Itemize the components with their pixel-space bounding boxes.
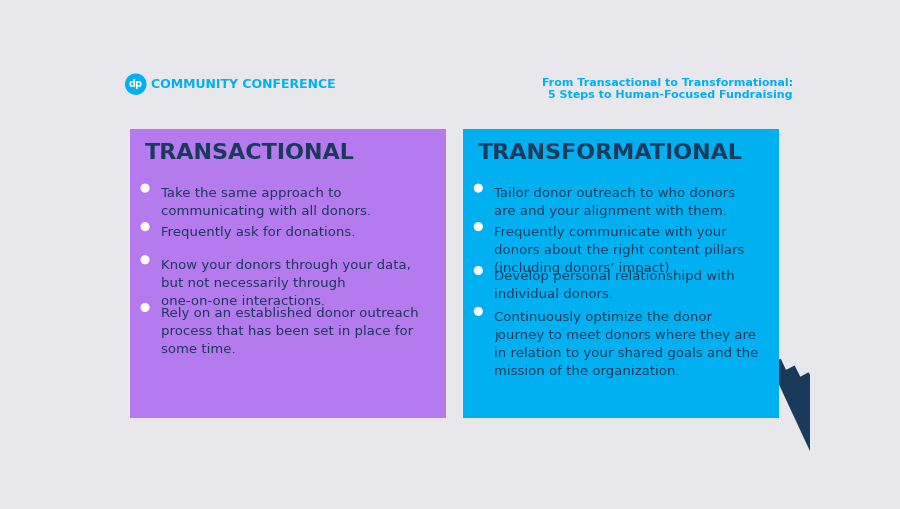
Text: Continuously optimize the donor
journey to meet donors where they are
in relatio: Continuously optimize the donor journey … bbox=[494, 310, 758, 378]
Text: Develop personal relationshipd with
individual donors.: Develop personal relationshipd with indi… bbox=[494, 270, 734, 301]
Text: TRANSFORMATIONAL: TRANSFORMATIONAL bbox=[478, 144, 743, 163]
Text: COMMUNITY CONFERENCE: COMMUNITY CONFERENCE bbox=[151, 78, 336, 91]
Text: From Transactional to Transformational:: From Transactional to Transformational: bbox=[542, 78, 793, 88]
FancyBboxPatch shape bbox=[130, 129, 446, 417]
Text: Tailor donor outreach to who donors
are and your alignment with them.: Tailor donor outreach to who donors are … bbox=[494, 187, 734, 218]
Circle shape bbox=[141, 304, 149, 312]
Text: Rely on an established donor outreach
process that has been set in place for
som: Rely on an established donor outreach pr… bbox=[160, 307, 418, 356]
Text: Know your donors through your data,
but not necessarily through
one-on-one inter: Know your donors through your data, but … bbox=[160, 259, 410, 308]
Circle shape bbox=[141, 256, 149, 264]
Text: Take the same approach to
communicating with all donors.: Take the same approach to communicating … bbox=[160, 187, 371, 218]
Circle shape bbox=[126, 74, 146, 94]
Circle shape bbox=[141, 223, 149, 231]
Circle shape bbox=[474, 184, 482, 192]
Circle shape bbox=[474, 307, 482, 315]
Text: Frequently ask for donations.: Frequently ask for donations. bbox=[160, 226, 355, 239]
Text: dp: dp bbox=[129, 79, 143, 89]
FancyBboxPatch shape bbox=[463, 129, 779, 417]
Text: TRANSACTIONAL: TRANSACTIONAL bbox=[145, 144, 355, 163]
Text: 5 Steps to Human-Focused Fundraising: 5 Steps to Human-Focused Fundraising bbox=[548, 90, 793, 100]
Circle shape bbox=[474, 223, 482, 231]
Text: Frequently communicate with your
donors about the right content pillars
(includi: Frequently communicate with your donors … bbox=[494, 226, 744, 275]
Circle shape bbox=[474, 267, 482, 274]
Circle shape bbox=[141, 184, 149, 192]
